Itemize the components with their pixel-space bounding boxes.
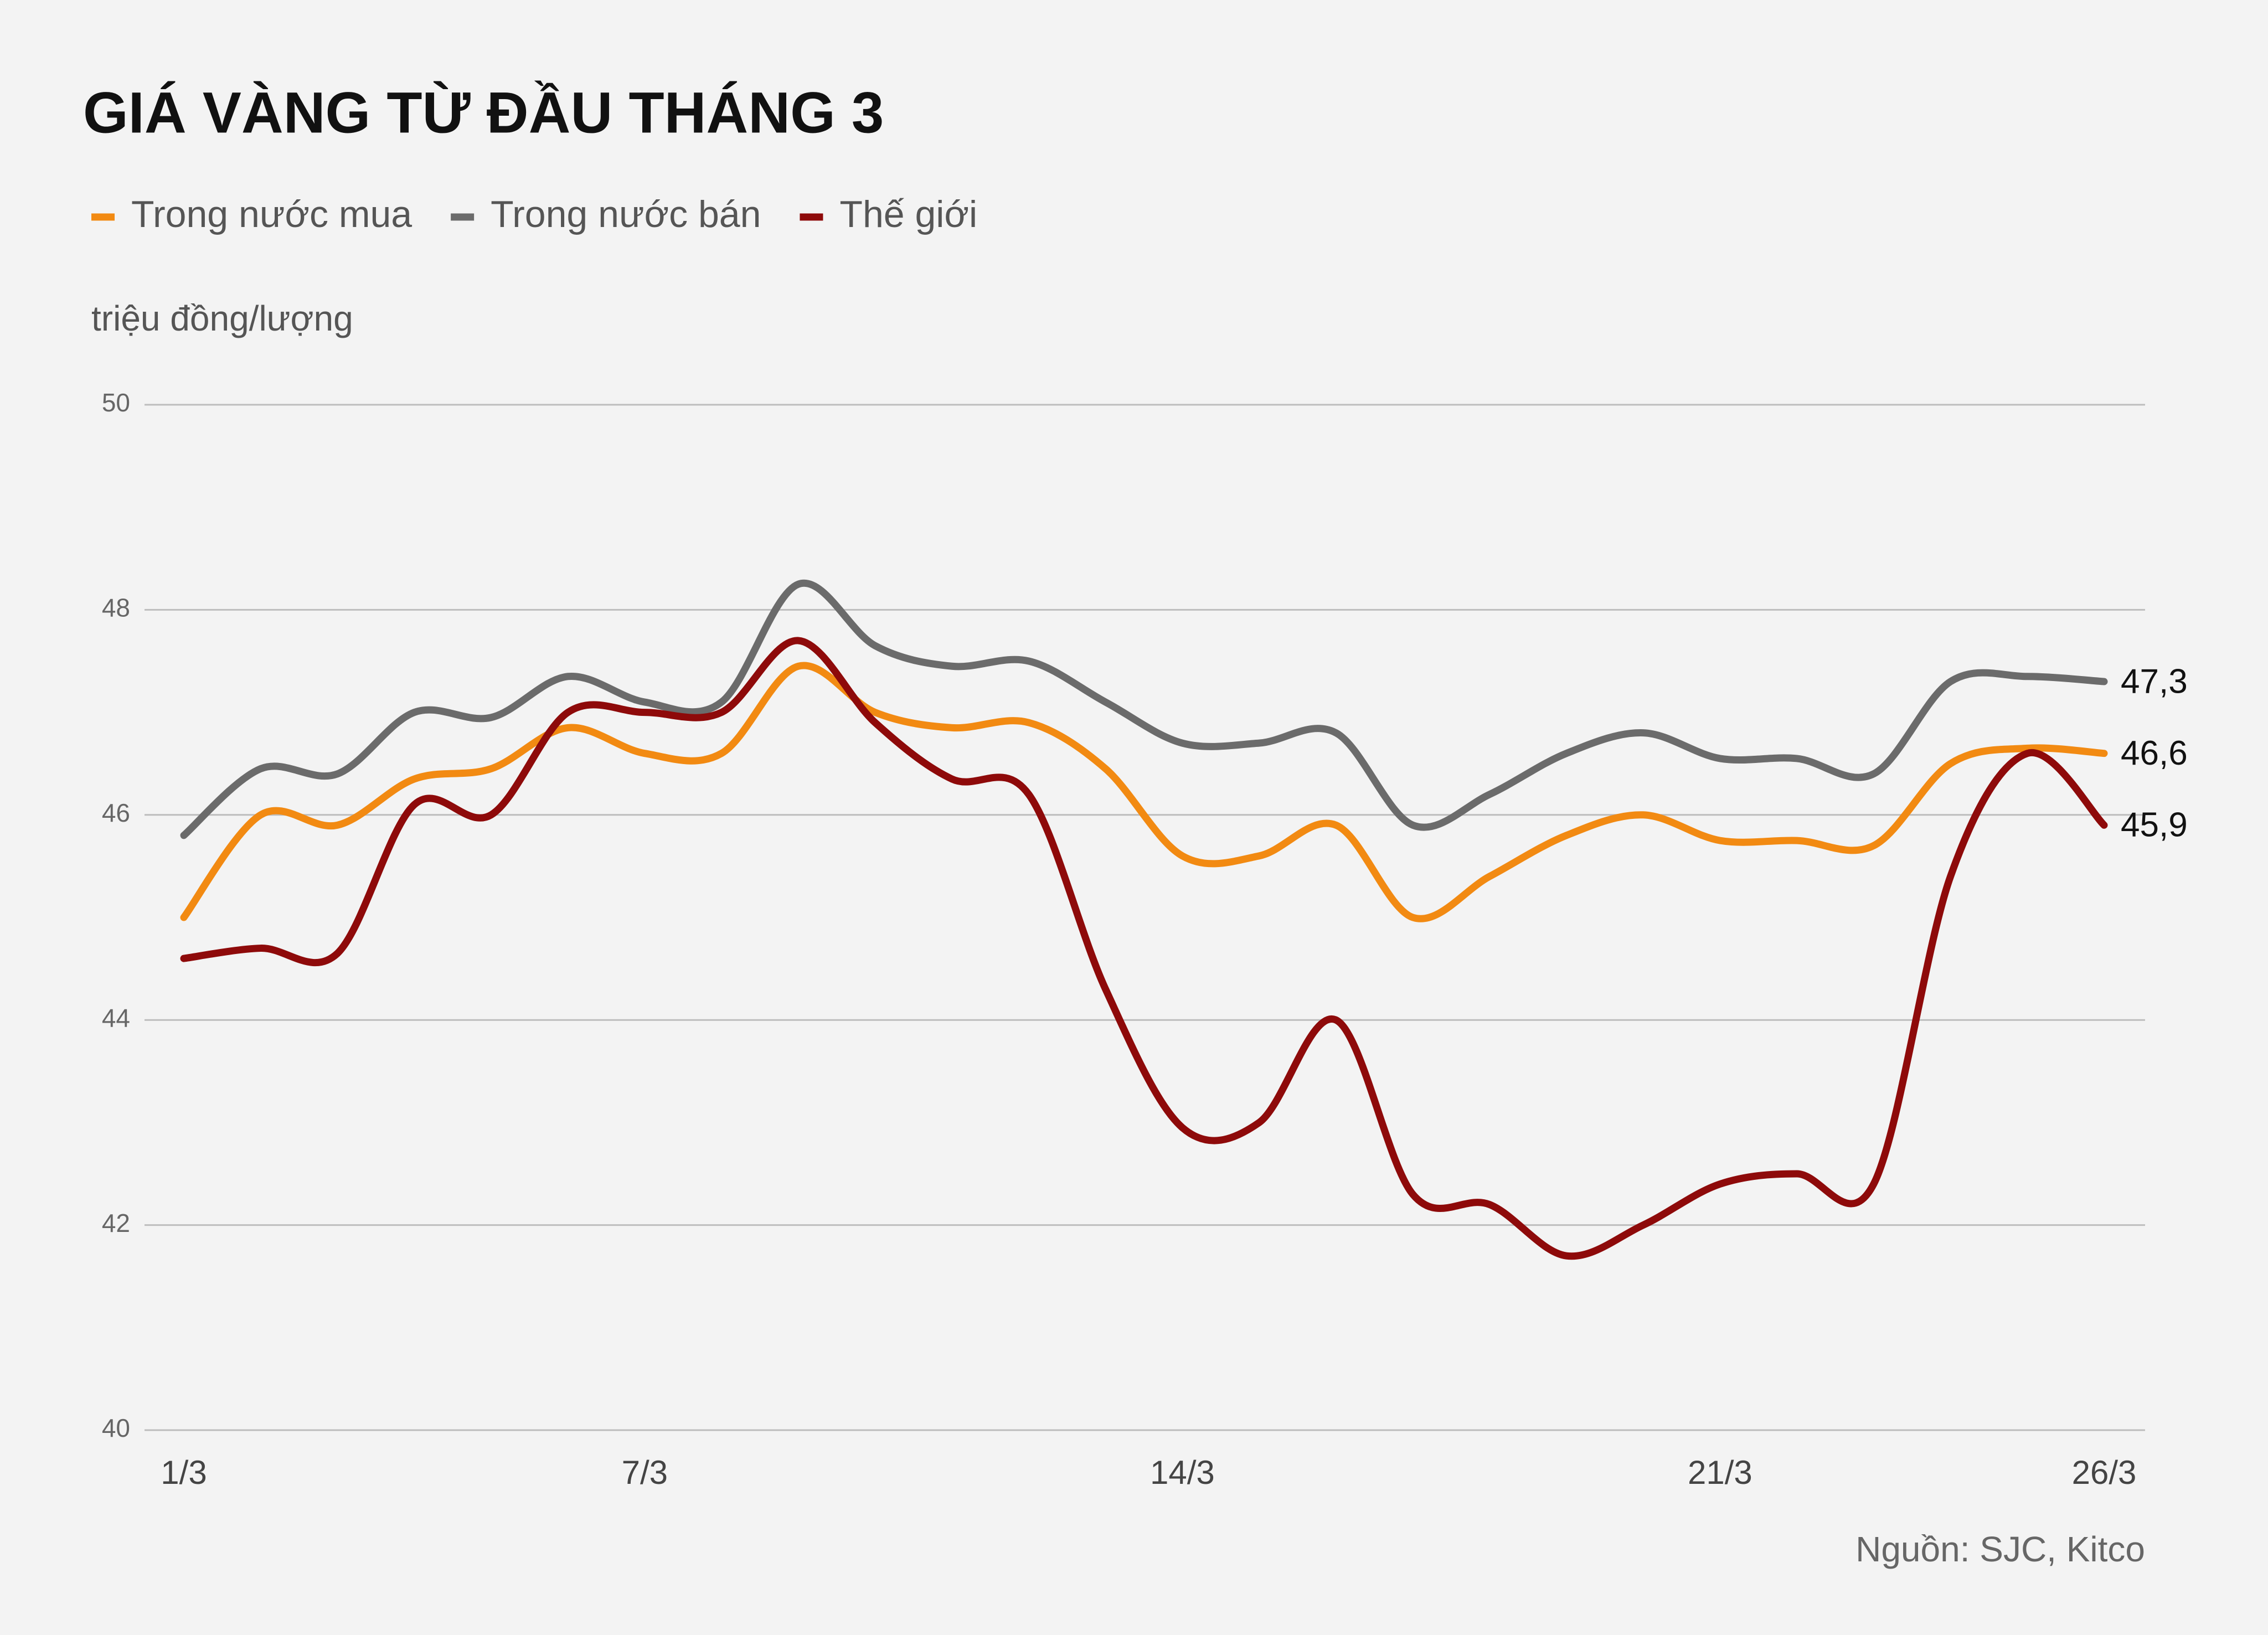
- x-tick-label: 21/3: [1688, 1454, 1752, 1491]
- x-tick-label: 7/3: [622, 1454, 668, 1491]
- x-tick-label: 14/3: [1150, 1454, 1215, 1491]
- y-tick-label: 44: [102, 1003, 130, 1032]
- y-axis-label: triệu đồng/lượng: [91, 298, 353, 338]
- value-label: 45,9: [2121, 806, 2188, 844]
- legend-label: Trong nước mua: [131, 193, 412, 235]
- data-line: [180, 637, 2108, 1260]
- y-tick-label: 40: [102, 1414, 130, 1442]
- y-tick-label: 50: [102, 388, 130, 417]
- chart-title: GIÁ VÀNG TỪ ĐẦU THÁNG 3: [83, 80, 884, 146]
- source: Nguồn: SJC, Kitco: [1855, 1529, 2145, 1569]
- legend-label: Thế giới: [839, 193, 977, 235]
- value-label: 46,6: [2121, 734, 2188, 772]
- data-line: [180, 579, 2108, 839]
- data-line: [180, 662, 2108, 922]
- y-tick-label: 46: [102, 798, 130, 827]
- x-tick-label: 26/3: [2072, 1454, 2137, 1491]
- y-tick-label: 42: [102, 1209, 130, 1237]
- x-tick-label: 1/3: [161, 1454, 207, 1491]
- legend-label: Trong nước bán: [491, 193, 761, 235]
- y-tick-label: 48: [102, 594, 130, 622]
- value-label: 47,3: [2121, 662, 2188, 700]
